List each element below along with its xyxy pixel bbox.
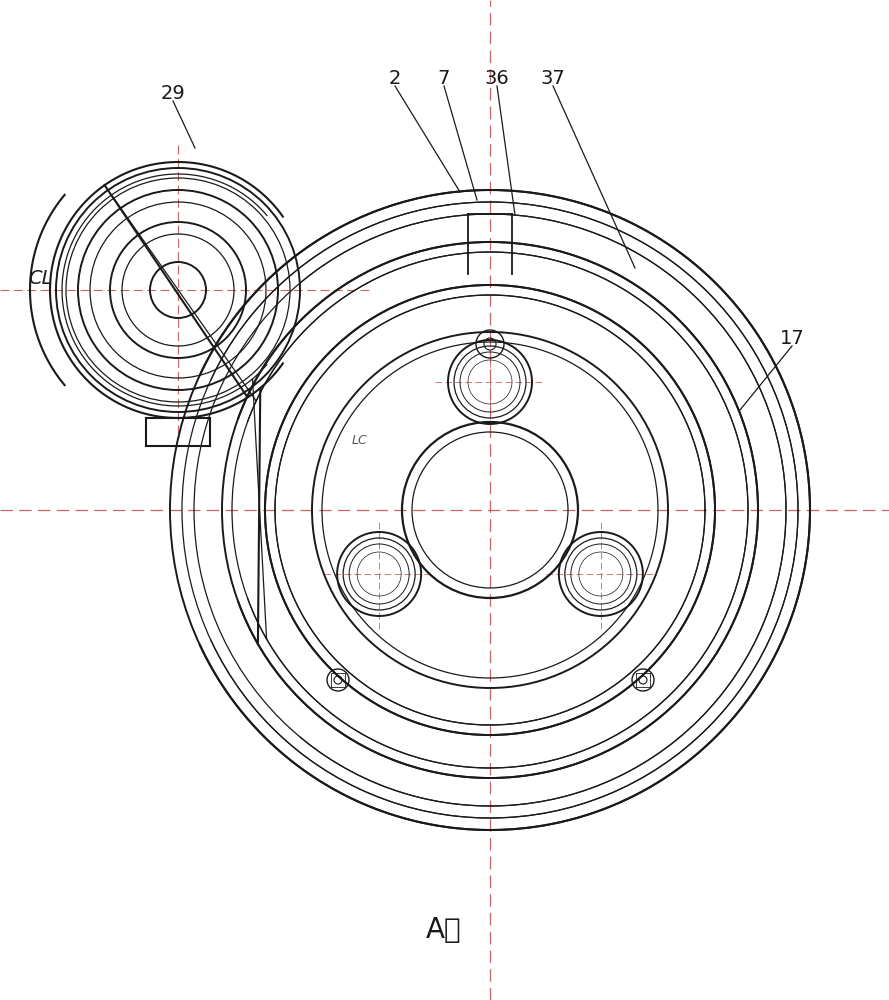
Text: 37: 37 xyxy=(541,69,565,88)
Text: 36: 36 xyxy=(485,69,509,88)
Text: 2: 2 xyxy=(388,69,401,88)
Text: 17: 17 xyxy=(780,329,805,348)
Text: LC: LC xyxy=(352,434,368,446)
Text: CL: CL xyxy=(28,268,52,288)
Text: 29: 29 xyxy=(161,84,186,103)
Text: A向: A向 xyxy=(426,916,461,944)
Text: 7: 7 xyxy=(437,69,450,88)
